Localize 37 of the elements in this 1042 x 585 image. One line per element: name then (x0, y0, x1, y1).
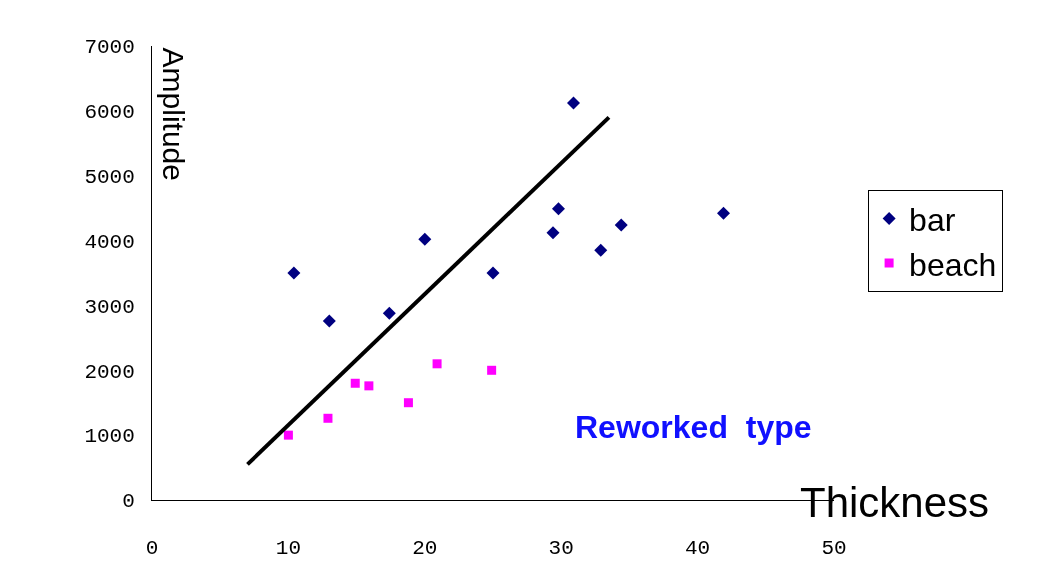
legend-label: bar (909, 202, 956, 238)
x-tick-label: 40 (684, 537, 711, 561)
y-tick-label: 5000 (84, 166, 135, 190)
point (594, 243, 608, 257)
point (551, 202, 565, 216)
point (614, 218, 628, 232)
y-tick-label: 4000 (84, 230, 135, 254)
y-tick-label: 3000 (84, 295, 135, 319)
point (364, 381, 374, 391)
x-tick-label: 20 (412, 537, 438, 561)
x-tick-label: 30 (548, 537, 574, 561)
point (283, 430, 293, 440)
point (486, 266, 500, 280)
point (717, 206, 731, 220)
point (403, 398, 413, 408)
x-tick-label: 0 (145, 537, 159, 561)
y-tick-label: 1000 (84, 425, 135, 449)
point (546, 226, 560, 240)
point (382, 306, 396, 320)
point (350, 378, 360, 388)
annotation: Reworked type (575, 409, 812, 445)
y-tick-label: 2000 (84, 360, 135, 384)
legend-label: beach (909, 246, 997, 283)
point (323, 413, 333, 423)
x-tick-label: 50 (821, 537, 847, 561)
point (566, 96, 580, 110)
y-tick-label: 6000 (84, 101, 135, 125)
y-tick-label: 0 (122, 490, 135, 514)
point (418, 232, 432, 246)
y-tick-label: 7000 (84, 36, 135, 60)
x-tick-label: 10 (275, 537, 302, 561)
y-axis-title: Amplitude (157, 47, 191, 181)
x-axis-title: Thickness (800, 479, 990, 526)
point (322, 314, 336, 328)
point (287, 266, 301, 280)
point (432, 359, 442, 369)
point (487, 365, 497, 375)
